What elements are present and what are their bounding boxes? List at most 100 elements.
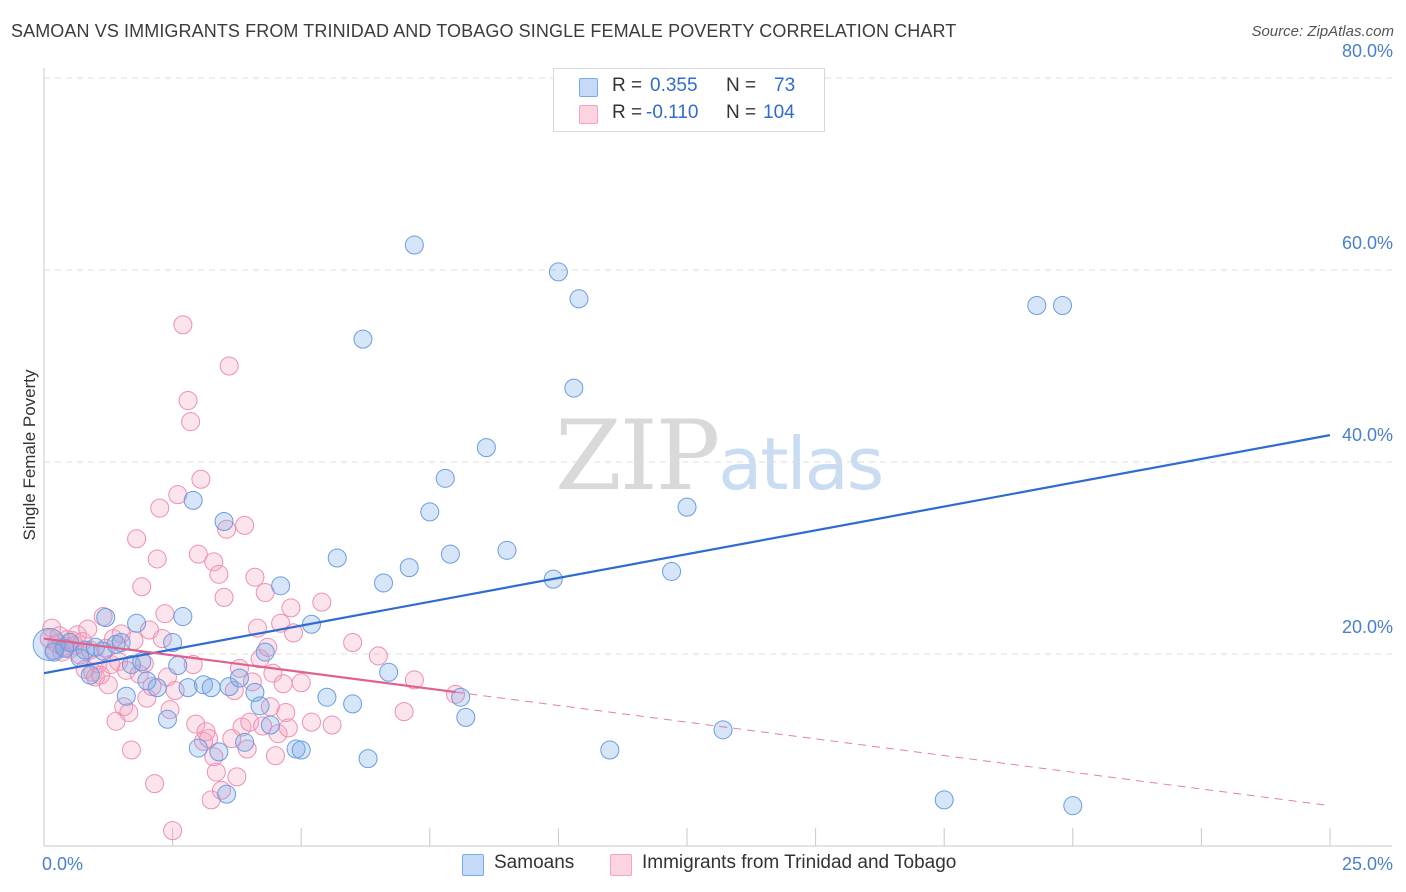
samoans-point [358, 749, 378, 769]
trinidad-point [191, 469, 211, 489]
r-value: 0.355 [650, 75, 698, 96]
samoans-point [374, 573, 394, 593]
samoans-point [271, 576, 291, 596]
trinidad-point [132, 577, 152, 597]
n-label: N = [726, 102, 757, 123]
samoans-point [157, 709, 177, 729]
trinidad-point [394, 702, 414, 722]
samoans-point [173, 607, 193, 627]
samoans-swatch [579, 78, 598, 97]
trinidad-point [186, 714, 206, 734]
n-value: 73 [774, 75, 796, 96]
samoans-point [435, 468, 455, 488]
samoans-point [255, 642, 275, 662]
legend-item-trinidad[interactable]: Immigrants from Trinidad and Tobago [610, 852, 990, 876]
samoans-point [451, 687, 471, 707]
trend-lines [43, 434, 1331, 807]
samoans-point [317, 687, 337, 707]
samoans-point [1053, 296, 1073, 316]
samoans-point [564, 378, 584, 398]
trinidad-point [404, 670, 424, 690]
trinidad-point [121, 740, 141, 760]
trinidad-point [152, 629, 172, 649]
trinidad-point [199, 728, 219, 748]
trinidad-point [265, 746, 285, 766]
trinidad-point [240, 712, 260, 732]
trinidad-point [368, 646, 388, 666]
trinidad-point [204, 552, 224, 572]
legend-label: Immigrants from Trinidad and Tobago [642, 852, 957, 873]
samoans-point [1063, 796, 1083, 816]
trinidad-point [245, 567, 265, 587]
samoans-point [235, 732, 255, 752]
chart-source: Source: ZipAtlas.com [1251, 23, 1394, 40]
samoans-point [250, 696, 270, 716]
samoans-point [132, 652, 152, 672]
trinidad-point [116, 660, 136, 680]
samoans-point [327, 548, 347, 568]
samoans-point [456, 707, 476, 727]
samoans-point [353, 329, 373, 349]
trinidad-point [91, 665, 111, 685]
trinidad-point [145, 774, 165, 794]
samoans-point [420, 502, 440, 522]
samoans-point [214, 512, 234, 532]
trinidad-point [227, 767, 247, 787]
samoans-point [44, 642, 64, 662]
trinidad-point [253, 716, 273, 736]
y-tick-label: 80.0% [1342, 41, 1393, 61]
y-tick-label: 60.0% [1342, 233, 1393, 253]
watermark-zip: ZIP [555, 400, 720, 512]
trinidad-point [278, 718, 298, 738]
trinidad-points [39, 315, 466, 841]
trinidad-point [127, 529, 147, 549]
trinidad-point [219, 356, 239, 376]
trinidad-point [98, 675, 118, 695]
legend-item-samoans[interactable]: Samoans [462, 852, 592, 876]
y-tick-label: 20.0% [1342, 617, 1393, 637]
samoans-point [96, 608, 116, 628]
trinidad-point [183, 655, 203, 675]
n-label: N = [726, 75, 757, 96]
trinidad-point [150, 498, 170, 518]
r-value: -0.110 [646, 102, 699, 123]
stats-row-trinidad: R = -0.110 N = 104 [554, 102, 824, 128]
samoans-point [286, 739, 306, 759]
trinidad-point [276, 703, 296, 723]
chart-title: SAMOAN VS IMMIGRANTS FROM TRINIDAD AND T… [11, 21, 957, 41]
trinidad-point [163, 821, 183, 841]
trinidad-point [173, 315, 193, 335]
trinidad-point [224, 680, 244, 700]
samoans-point [168, 656, 188, 676]
stats-row-samoans: R = 0.355 N = 73 [554, 75, 824, 101]
trinidad-point [209, 564, 229, 584]
trinidad-point [343, 632, 363, 652]
trinidad-trend-line-extension [455, 691, 1331, 807]
trinidad-point [312, 592, 332, 612]
samoans-point [497, 540, 517, 560]
trinidad-point [147, 549, 167, 569]
axes [43, 68, 1392, 847]
y-tick-label: 40.0% [1342, 425, 1393, 445]
samoans-point [440, 544, 460, 564]
samoans-legend-swatch [462, 854, 484, 876]
samoans-point [343, 694, 363, 714]
samoans-point [80, 665, 100, 685]
samoans-point [229, 668, 249, 688]
trinidad-point [217, 519, 237, 539]
watermark-atlas: atlas [718, 422, 884, 506]
samoans-point [178, 678, 198, 698]
trinidad-swatch [579, 105, 598, 124]
samoans-point [404, 235, 424, 255]
r-label: R = [612, 102, 643, 123]
samoans-point [399, 558, 419, 578]
trinidad-trend-line [43, 637, 456, 694]
trinidad-point [301, 712, 321, 732]
trinidad-point [155, 604, 175, 624]
samoans-point [260, 715, 280, 735]
trinidad-point [78, 619, 98, 639]
trinidad-legend-swatch [610, 854, 632, 876]
trinidad-point [446, 684, 466, 704]
trinidad-point [142, 677, 162, 697]
